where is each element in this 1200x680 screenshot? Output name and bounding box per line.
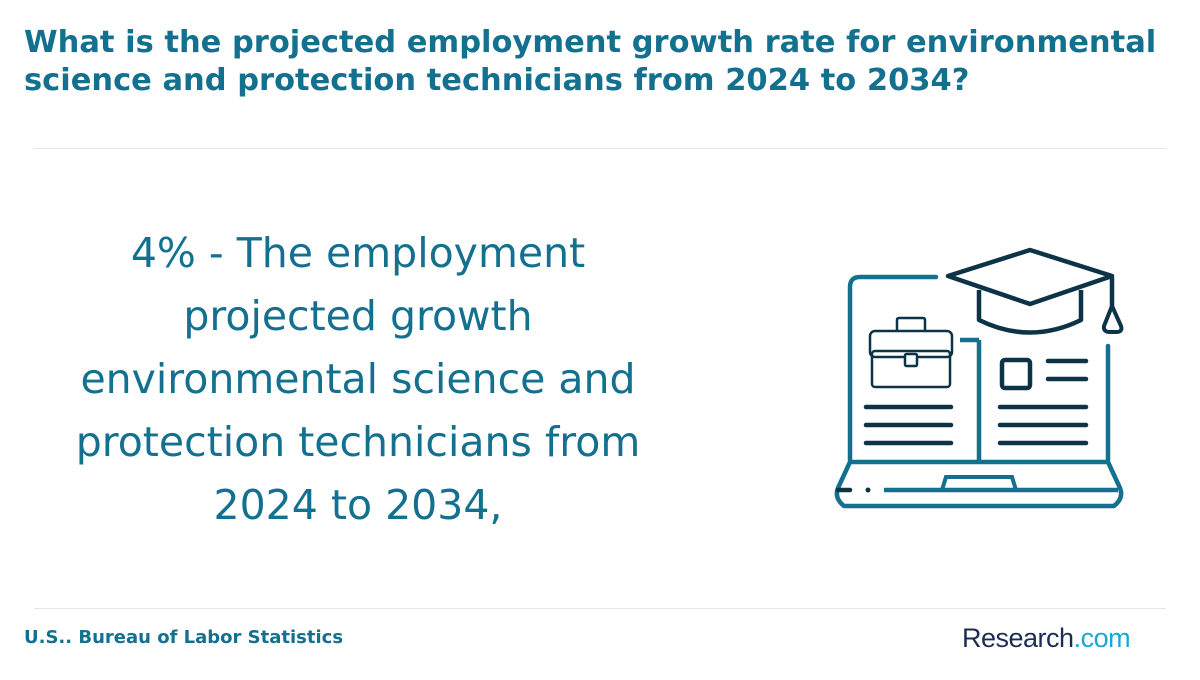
top-divider — [34, 148, 1166, 149]
question-title: What is the projected employment growth … — [24, 25, 1157, 98]
logo-text-main: Research — [962, 623, 1074, 653]
research-com-logo: Research.com — [962, 622, 1131, 654]
source-citation: U.S.. Bureau of Labor Statistics — [24, 627, 344, 648]
document-icon — [997, 357, 1089, 446]
online-education-illustration — [834, 247, 1124, 509]
text-lines-left — [863, 404, 954, 446]
briefcase-icon — [868, 316, 954, 389]
graduation-cap-icon — [945, 247, 1124, 335]
answer-text: 4% - The employment projected growth env… — [75, 229, 641, 529]
logo-text-domain: .com — [1073, 623, 1131, 653]
bottom-divider — [34, 608, 1166, 609]
laptop-icon — [834, 274, 1124, 509]
